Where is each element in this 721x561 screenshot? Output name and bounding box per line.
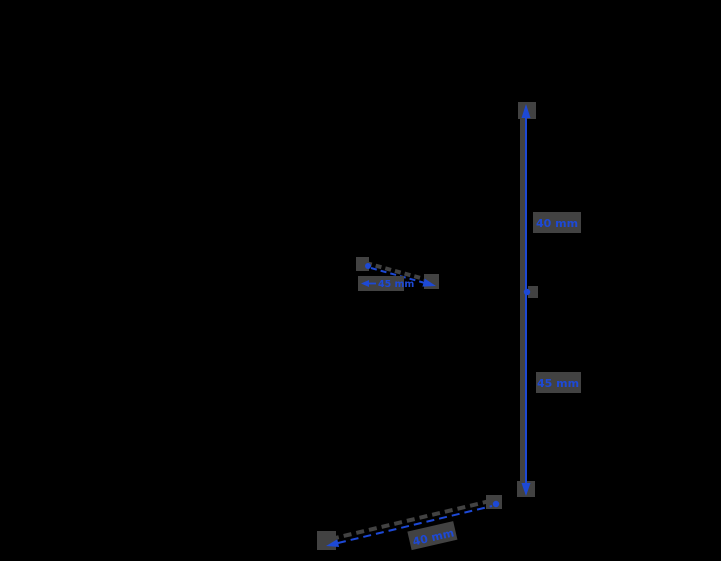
lower-height-label: 45 mm: [536, 372, 581, 393]
upper-height-label-box: [533, 212, 581, 233]
depth-start-dot: [365, 263, 371, 269]
depth-value: 45 mm: [378, 279, 414, 290]
width-dashed-line: [337, 505, 493, 544]
width-label-box: [407, 521, 458, 551]
depth-line-shadow: [365, 261, 429, 282]
left-down-arrowhead-icon: [326, 539, 340, 547]
depth-dimension: 45 mm: [356, 257, 439, 291]
mid-junction-dot: [523, 288, 531, 296]
width-dimension: 40 mm: [317, 495, 502, 551]
up-arrowhead-icon: [521, 104, 531, 118]
left-arrow-icon: [361, 280, 376, 287]
upper-height-label: 40 mm: [533, 212, 581, 233]
lower-height-label-box: [536, 372, 581, 393]
depth-label: 45 mm: [358, 276, 414, 291]
vertical-line-shadow: [520, 103, 525, 495]
width-arrow-shadow-box: [317, 531, 336, 550]
vertical-dimension: 40 mm 45 mm: [517, 102, 581, 497]
upper-height-value: 40 mm: [536, 217, 578, 230]
down-arrowhead-icon: [521, 483, 531, 496]
depth-label-box: [358, 276, 404, 291]
width-line-shadow: [330, 499, 491, 541]
right-arrowhead-icon: [422, 278, 436, 287]
width-end-dot: [492, 500, 500, 508]
mid-point-shadow-box: [528, 286, 538, 298]
lower-height-value: 45 mm: [537, 377, 579, 390]
